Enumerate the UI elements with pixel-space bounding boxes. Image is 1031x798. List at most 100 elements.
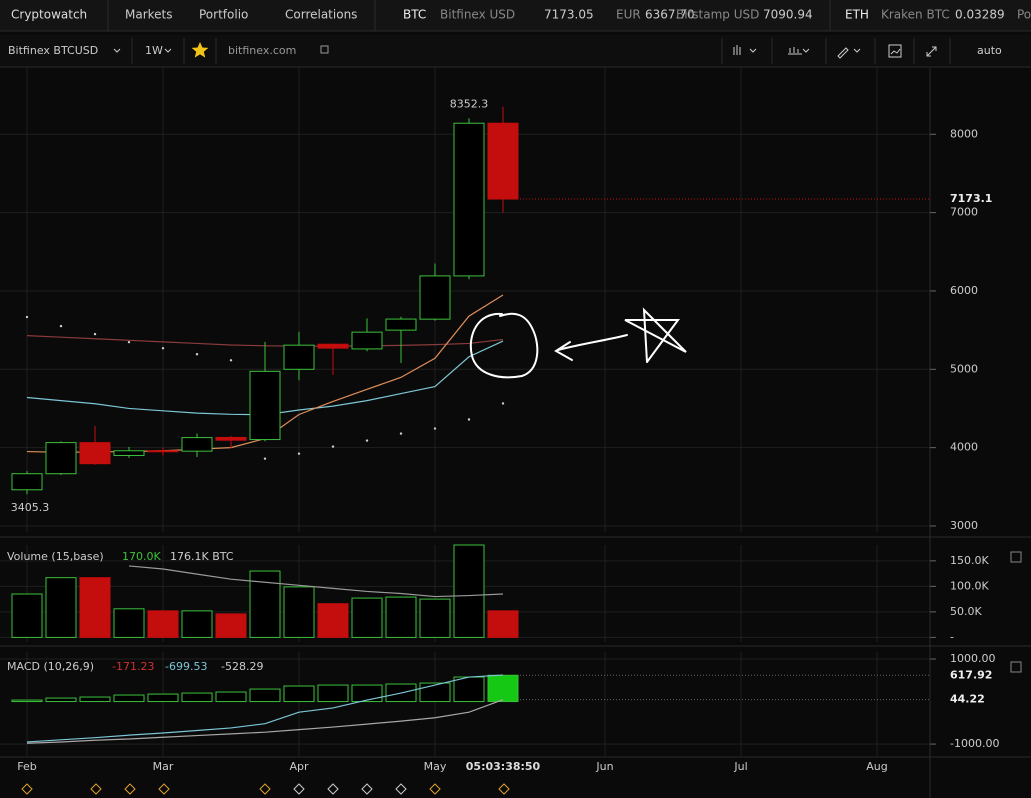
y-tick-label: 7000 <box>950 206 978 219</box>
histogram-bar <box>351 684 383 703</box>
event-marker[interactable] <box>361 783 373 795</box>
legend-value: -171.23 <box>112 660 154 673</box>
market[interactable]: Bitstamp USD <box>676 8 759 22</box>
sar-dot <box>263 457 267 460</box>
brand[interactable]: Cryptowatch <box>11 8 87 22</box>
legend-value: 170.0K <box>122 550 161 563</box>
candle-body <box>249 370 281 441</box>
market-select[interactable]: Bitfinex BTCUSD <box>8 44 98 57</box>
chevron <box>164 48 172 53</box>
x-tick-label: Aug <box>866 760 887 773</box>
volume-bar <box>317 603 349 638</box>
market[interactable]: Kraken BTC <box>881 8 950 22</box>
candle-body <box>181 437 213 452</box>
event-marker[interactable] <box>293 783 305 795</box>
volume-bar <box>385 596 417 638</box>
y-tick-label: 1000.00 <box>950 652 996 665</box>
event-marker[interactable] <box>90 783 102 795</box>
sar-dot <box>501 402 505 405</box>
toolbar-icons <box>721 38 951 64</box>
low-label: 3405.3 <box>11 501 50 514</box>
countdown-bg <box>462 759 544 775</box>
asset[interactable]: ETH <box>845 8 869 22</box>
y-tick-label: 150.0K <box>950 554 989 567</box>
event-marker[interactable] <box>158 783 170 795</box>
legend-value: -699.53 <box>165 660 207 673</box>
favorite-star[interactable] <box>191 42 209 58</box>
candle-body <box>215 436 247 441</box>
event-marker[interactable] <box>395 783 407 795</box>
price: 6367.70 <box>645 8 695 22</box>
volume-bar <box>487 610 519 638</box>
site-link[interactable]: bitfinex.com <box>228 44 296 57</box>
histogram-bar <box>11 699 43 703</box>
sar-dot <box>331 445 335 448</box>
candle-body <box>317 343 349 349</box>
value-label-bg <box>932 691 1012 708</box>
nav-link[interactable]: Portfolio <box>199 8 248 22</box>
x-tick-label: Apr <box>289 760 309 773</box>
scale-select[interactable]: auto <box>977 44 1002 57</box>
indicator-line <box>128 565 504 598</box>
indicator-line <box>26 699 504 744</box>
pane-title: MACD (10,26,9) <box>7 660 94 673</box>
volume-bar <box>147 610 179 638</box>
volume-bar <box>453 544 485 638</box>
high-label: 8352.3 <box>450 98 489 111</box>
event-marker[interactable] <box>21 783 33 795</box>
candle-body <box>351 331 383 350</box>
price: 7090.94 <box>763 8 813 22</box>
candle-body <box>487 122 519 200</box>
candle-body <box>147 450 179 453</box>
event-marker[interactable] <box>429 783 441 795</box>
x-tick-label: Jul <box>733 760 747 773</box>
value-label: 7173.1 <box>950 192 992 205</box>
event-marker[interactable] <box>259 783 271 795</box>
countdown: 05:03:38:50 <box>466 760 541 773</box>
event-marker[interactable] <box>124 783 136 795</box>
sar-dot <box>229 359 233 362</box>
histogram-bar <box>147 693 179 703</box>
x-tick-label: Feb <box>17 760 36 773</box>
nav-link[interactable]: Correlations <box>285 8 357 22</box>
histogram-bar <box>283 685 315 703</box>
value-label: 44.22 <box>950 693 985 706</box>
histogram-bar <box>113 694 145 703</box>
indicator-line <box>26 674 504 743</box>
histogram-bar <box>181 692 213 703</box>
y-tick-label: 100.0K <box>950 579 989 592</box>
sar-dot <box>59 324 63 328</box>
asset[interactable]: BTC <box>403 8 426 22</box>
market[interactable]: Po <box>1017 8 1031 22</box>
sar-dot <box>127 340 131 344</box>
toolbar <box>0 35 1031 67</box>
nav-link[interactable]: Markets <box>125 8 173 22</box>
volume-bar <box>283 586 315 638</box>
pane-title: Volume (15,base) <box>7 550 104 563</box>
candle-body <box>79 442 111 465</box>
close-button[interactable] <box>1010 661 1022 673</box>
y-tick-label: 50.0K <box>950 605 982 618</box>
period-select[interactable]: 1W <box>145 44 163 57</box>
plot-area: Feb Mar Apr May Jun Jul Aug 3000 4000 5000 6000 700… <box>0 68 1031 798</box>
value-label-bg <box>932 191 1012 208</box>
candle-body <box>11 473 43 491</box>
volume-bar <box>113 608 145 638</box>
external-icon <box>320 45 329 54</box>
histogram-bar <box>453 676 485 703</box>
x-tick-label: Jun <box>595 760 613 773</box>
sar-dot <box>25 315 29 319</box>
sar-dot <box>365 439 369 442</box>
y-tick-label: 4000 <box>950 441 978 454</box>
volume-bar <box>215 613 247 638</box>
event-marker[interactable] <box>327 783 339 795</box>
market[interactable]: EUR <box>616 8 641 22</box>
candle-body <box>45 442 77 475</box>
candle-body <box>453 122 485 277</box>
market[interactable]: Bitfinex USD <box>440 8 515 22</box>
event-marker[interactable] <box>498 783 510 795</box>
sar-dot <box>433 427 437 430</box>
candle-body <box>113 450 145 456</box>
close-button[interactable] <box>1010 551 1022 563</box>
